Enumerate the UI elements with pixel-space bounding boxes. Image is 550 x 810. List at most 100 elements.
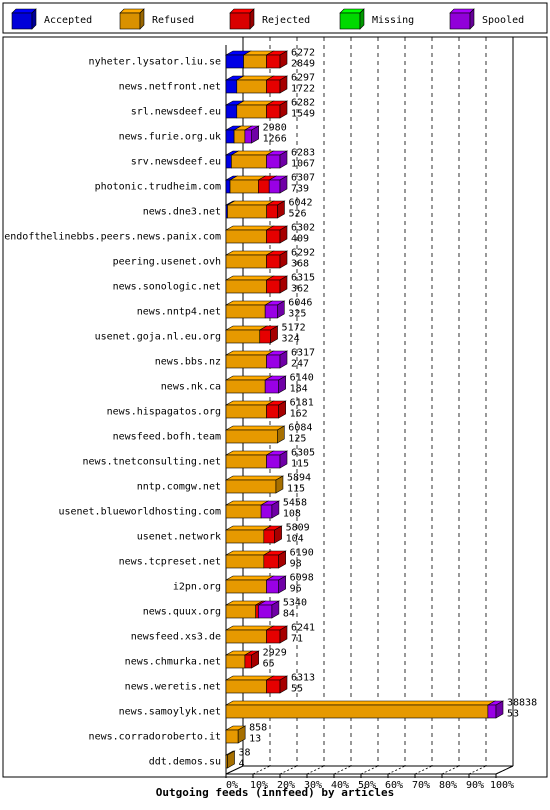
bar-segment-refused-top xyxy=(226,200,275,206)
bar-segment-refused xyxy=(225,329,261,344)
bar-side xyxy=(279,50,288,69)
bar-segment-refused xyxy=(225,254,267,269)
row-label: news.furie.org.uk xyxy=(119,132,221,143)
bar-segment-refused-top xyxy=(224,625,275,631)
bar-segment-refused-top xyxy=(224,250,275,256)
value-offered: 5809 xyxy=(286,523,310,534)
value-spooled: 1067 xyxy=(291,159,315,170)
value-offered: 2980 xyxy=(263,123,287,134)
bar-side xyxy=(279,675,288,694)
bar-segment-spooled xyxy=(260,504,273,519)
value-spooled: 526 xyxy=(288,209,306,220)
bar-side xyxy=(270,325,278,344)
bar-segment-refused xyxy=(225,729,239,744)
x-tick-label: 0% xyxy=(226,780,238,791)
bar-segment-refused-top xyxy=(224,550,272,556)
value-offered: 6317 xyxy=(291,348,315,359)
bar-news.furie.org.uk xyxy=(224,125,260,144)
gridline-floor xyxy=(306,765,325,775)
value-spooled: 96 xyxy=(290,584,302,595)
bar-segment-refused xyxy=(243,54,267,69)
bar-side xyxy=(278,400,286,419)
legend-swatch-spooled xyxy=(449,12,471,30)
bar-side xyxy=(271,600,280,619)
bar-side xyxy=(279,175,288,194)
bar-segment-refused xyxy=(229,179,259,194)
bar-segment-rejected xyxy=(266,404,279,419)
bar-i2pn.org xyxy=(224,575,287,594)
value-spooled: 115 xyxy=(291,459,309,470)
bar-segment-refused xyxy=(225,454,267,469)
bar-segment-refused xyxy=(225,579,267,594)
bar-side xyxy=(271,500,280,519)
bar-segment-rejected xyxy=(263,554,279,569)
bar-segment-rejected xyxy=(266,254,281,269)
bar-news.dne3.net xyxy=(224,200,286,219)
legend-swatch-refused-side xyxy=(139,8,145,30)
bar-side xyxy=(279,225,288,244)
bar-segment-refused xyxy=(225,604,257,619)
value-spooled: 325 xyxy=(288,309,306,320)
bar-segment-rejected xyxy=(266,629,281,644)
bar-segment-refused-top xyxy=(224,350,275,356)
bar-side xyxy=(278,375,286,394)
gridline-floor xyxy=(360,765,379,775)
bar-segment-refused-top xyxy=(224,300,274,306)
bar-peering.usenet.ovh xyxy=(224,250,289,269)
bar-news.tcpreset.net xyxy=(224,550,287,569)
bar-news.weretis.net xyxy=(224,675,289,694)
chart-title: Outgoing feeds (innfeed) by articles xyxy=(156,786,394,799)
gridline-floor xyxy=(333,765,352,775)
row-label: newsfeed.xs3.de xyxy=(131,632,221,643)
legend-swatch-missing xyxy=(339,12,361,30)
value-offered: 6315 xyxy=(291,273,315,284)
bar-side xyxy=(276,425,285,444)
row-label: photonic.trudheim.com xyxy=(95,182,221,193)
bar-newsfeed.xs3.de xyxy=(224,625,289,644)
value-spooled: 84 xyxy=(283,609,295,620)
value-spooled: 1722 xyxy=(291,84,315,95)
bar-segment-accepted xyxy=(225,179,231,194)
bar-side xyxy=(279,75,288,94)
value-offered: 6084 xyxy=(288,423,312,434)
bar-segment-accepted xyxy=(225,129,235,144)
value-offered: 6140 xyxy=(290,373,314,384)
bar-segment-rejected xyxy=(263,529,275,544)
bar-segment-refused xyxy=(231,154,267,169)
legend-label-missing: Missing xyxy=(372,15,414,26)
x-tick-label: 100% xyxy=(490,780,514,791)
value-offered: 5340 xyxy=(283,598,307,609)
bar-side xyxy=(277,200,285,219)
bar-segment-refused xyxy=(225,554,265,569)
legend-swatch-spooled-side xyxy=(469,8,475,30)
bar-side xyxy=(276,300,285,319)
bar-segment-rejected xyxy=(266,104,281,119)
bar-srv.newsdeef.eu xyxy=(224,150,289,169)
legend-swatch-refused xyxy=(119,12,141,30)
value-offered: 5458 xyxy=(283,498,307,509)
bar-side xyxy=(278,575,286,594)
value-offered: 6305 xyxy=(291,448,315,459)
legend-swatch-missing-side xyxy=(359,8,365,30)
value-offered: 6297 xyxy=(291,73,315,84)
legend-label-rejected: Rejected xyxy=(262,15,310,26)
bar-segment-accepted xyxy=(225,104,238,119)
bar-segment-refused xyxy=(233,129,246,144)
bar-nntp.comgw.net xyxy=(224,475,285,494)
bar-segment-spooled xyxy=(487,704,497,719)
value-offered: 858 xyxy=(249,723,267,734)
bar-segment-refused-top xyxy=(224,525,272,531)
value-offered: 6042 xyxy=(288,198,312,209)
bar-side xyxy=(495,700,504,719)
bar-segment-refused xyxy=(225,229,267,244)
value-offered: 6046 xyxy=(288,298,312,309)
x-tick-label: 20% xyxy=(277,780,295,791)
value-spooled: 13 xyxy=(249,734,261,745)
bar-side xyxy=(274,525,282,544)
bar-segment-refused xyxy=(236,79,267,94)
bar-segment-refused-top xyxy=(224,450,275,456)
bar-side xyxy=(279,450,288,469)
value-spooled: 409 xyxy=(291,234,309,245)
bar-segment-spooled xyxy=(264,304,278,319)
bar-segment-spooled xyxy=(266,579,279,594)
